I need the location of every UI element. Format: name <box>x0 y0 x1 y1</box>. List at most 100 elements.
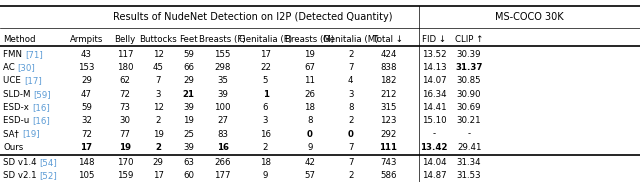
Text: 57: 57 <box>304 171 316 180</box>
Text: 12: 12 <box>152 50 164 59</box>
Text: [71]: [71] <box>25 50 43 59</box>
Text: 30.90: 30.90 <box>457 90 481 99</box>
Text: 424: 424 <box>380 50 397 59</box>
Text: 8: 8 <box>348 103 353 112</box>
Text: 17: 17 <box>152 171 164 180</box>
Text: 180: 180 <box>116 63 133 72</box>
Text: -: - <box>468 130 470 139</box>
Text: 19: 19 <box>184 116 194 125</box>
Text: 298: 298 <box>214 63 231 72</box>
Text: Genitalia (M): Genitalia (M) <box>323 35 378 44</box>
Text: 31.34: 31.34 <box>457 158 481 167</box>
Text: 77: 77 <box>119 130 131 139</box>
Text: 25: 25 <box>183 130 195 139</box>
Text: Results of NudeNet Detection on I2P (Detected Quantity): Results of NudeNet Detection on I2P (Det… <box>113 12 392 22</box>
Text: 9: 9 <box>263 171 268 180</box>
Text: 5: 5 <box>263 76 268 86</box>
Text: 2: 2 <box>263 143 268 152</box>
Text: 6: 6 <box>263 103 268 112</box>
Text: UCE: UCE <box>3 76 24 86</box>
Text: 11: 11 <box>304 76 316 86</box>
Text: 0: 0 <box>348 130 354 139</box>
Text: 7: 7 <box>348 63 353 72</box>
Text: [59]: [59] <box>33 90 51 99</box>
Text: 170: 170 <box>116 158 133 167</box>
Text: 43: 43 <box>81 50 92 59</box>
Text: 18: 18 <box>304 103 316 112</box>
Text: 1: 1 <box>262 90 269 99</box>
Text: 100: 100 <box>214 103 231 112</box>
Text: 31.53: 31.53 <box>457 171 481 180</box>
Text: 26: 26 <box>304 90 316 99</box>
Text: 16: 16 <box>217 143 228 152</box>
Text: 212: 212 <box>380 90 397 99</box>
Text: 838: 838 <box>380 63 397 72</box>
Text: 17: 17 <box>81 143 92 152</box>
Text: 153: 153 <box>78 63 95 72</box>
Text: 2: 2 <box>348 171 353 180</box>
Text: 35: 35 <box>217 76 228 86</box>
Text: [30]: [30] <box>18 63 35 72</box>
Text: 30.69: 30.69 <box>457 103 481 112</box>
Text: 105: 105 <box>78 171 95 180</box>
Text: 18: 18 <box>260 158 271 167</box>
Text: 15.10: 15.10 <box>422 116 446 125</box>
Text: 0: 0 <box>307 130 313 139</box>
Text: Buttocks: Buttocks <box>140 35 177 44</box>
Text: 7: 7 <box>348 143 353 152</box>
Text: ESD-x: ESD-x <box>3 103 32 112</box>
Text: 3: 3 <box>156 90 161 99</box>
Text: [17]: [17] <box>24 76 42 86</box>
Text: 9: 9 <box>307 143 312 152</box>
Text: 30.85: 30.85 <box>457 76 481 86</box>
Text: 14.87: 14.87 <box>422 171 446 180</box>
Text: 73: 73 <box>119 103 131 112</box>
Text: 19: 19 <box>119 143 131 152</box>
Text: Breasts (F): Breasts (F) <box>200 35 246 44</box>
Text: 72: 72 <box>81 130 92 139</box>
Text: [16]: [16] <box>32 116 50 125</box>
Text: 13.42: 13.42 <box>420 143 447 152</box>
Text: 60: 60 <box>183 171 195 180</box>
Text: Breasts (M): Breasts (M) <box>285 35 334 44</box>
Text: 2: 2 <box>348 116 353 125</box>
Text: FID ↓: FID ↓ <box>422 35 446 44</box>
Text: 14.13: 14.13 <box>422 63 446 72</box>
Text: 31.37: 31.37 <box>456 63 483 72</box>
Text: 16.34: 16.34 <box>422 90 446 99</box>
Text: 3: 3 <box>348 90 353 99</box>
Text: 47: 47 <box>81 90 92 99</box>
Text: Method: Method <box>3 35 36 44</box>
Text: -: - <box>433 130 435 139</box>
Text: 16: 16 <box>260 130 271 139</box>
Text: 2: 2 <box>155 143 161 152</box>
Text: FMN: FMN <box>3 50 25 59</box>
Text: 22: 22 <box>260 63 271 72</box>
Text: MS-COCO 30K: MS-COCO 30K <box>495 12 564 22</box>
Text: 72: 72 <box>119 90 131 99</box>
Text: 19: 19 <box>153 130 163 139</box>
Text: 586: 586 <box>380 171 397 180</box>
Text: Feet: Feet <box>179 35 198 44</box>
Text: 63: 63 <box>183 158 195 167</box>
Text: ESD-u: ESD-u <box>3 116 32 125</box>
Text: 17: 17 <box>260 50 271 59</box>
Text: 14.07: 14.07 <box>422 76 446 86</box>
Text: 12: 12 <box>152 103 164 112</box>
Text: 13.52: 13.52 <box>422 50 446 59</box>
Text: 155: 155 <box>214 50 231 59</box>
Text: 123: 123 <box>380 116 397 125</box>
Text: Total ↓: Total ↓ <box>374 35 403 44</box>
Text: 29.41: 29.41 <box>457 143 481 152</box>
Text: 111: 111 <box>380 143 397 152</box>
Text: [16]: [16] <box>32 103 49 112</box>
Text: 39: 39 <box>184 103 194 112</box>
Text: 3: 3 <box>263 116 268 125</box>
Text: 148: 148 <box>78 158 95 167</box>
Text: Genitalia (F): Genitalia (F) <box>239 35 292 44</box>
Text: 182: 182 <box>380 76 397 86</box>
Text: SD v2.1: SD v2.1 <box>3 171 40 180</box>
Text: 292: 292 <box>380 130 397 139</box>
Text: Armpits: Armpits <box>70 35 103 44</box>
Text: 7: 7 <box>156 76 161 86</box>
